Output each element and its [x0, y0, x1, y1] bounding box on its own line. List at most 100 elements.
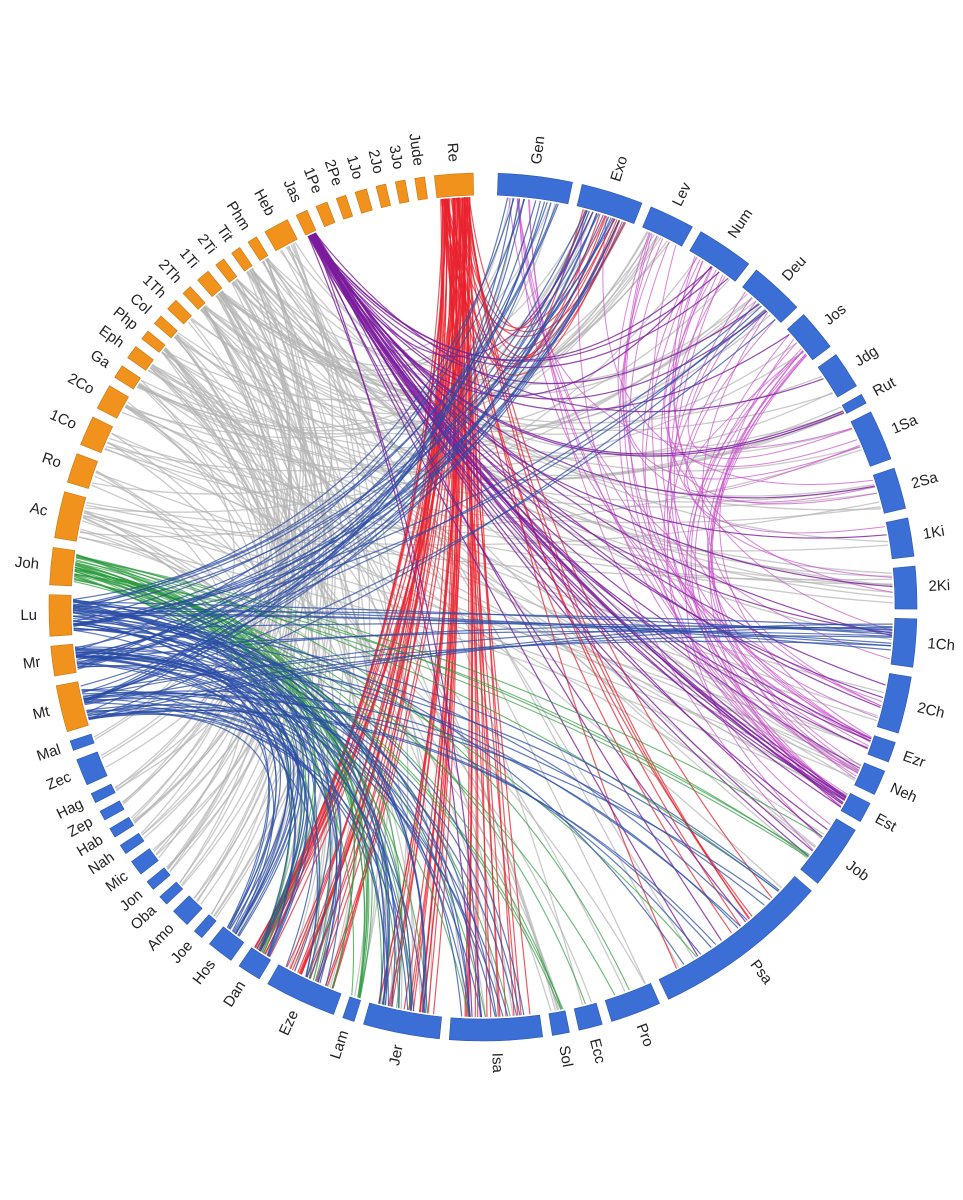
chord	[462, 197, 472, 1017]
chord	[75, 653, 412, 1011]
book-arc	[264, 219, 298, 252]
book-label: Re	[444, 142, 462, 162]
chord	[309, 235, 886, 686]
book-label: Eze	[276, 1008, 302, 1039]
chord	[73, 212, 598, 627]
chord	[73, 615, 891, 651]
chord	[73, 623, 401, 1009]
book-label: 1Sa	[889, 411, 921, 437]
chord	[94, 475, 646, 984]
chord	[73, 201, 546, 626]
book-arc	[66, 453, 98, 489]
book-arc	[90, 783, 116, 803]
chord	[86, 200, 537, 714]
chord	[76, 211, 594, 665]
chord	[686, 319, 886, 534]
chord	[72, 606, 331, 972]
book-label: Est	[872, 810, 900, 836]
chord	[307, 235, 760, 385]
book-label: Jas	[280, 177, 305, 205]
chord	[236, 278, 882, 511]
chord	[291, 198, 446, 971]
book-label: Joh	[14, 554, 40, 573]
chord	[210, 258, 325, 915]
chord	[326, 197, 466, 987]
chord	[517, 198, 871, 742]
book-arc	[573, 1002, 603, 1031]
book-label: 1Co	[47, 406, 79, 433]
chord	[72, 197, 509, 601]
chord	[684, 342, 822, 839]
chord	[313, 232, 881, 708]
chord	[72, 612, 389, 1005]
chord	[311, 234, 813, 852]
chord	[73, 612, 892, 644]
book-arc	[548, 1010, 570, 1036]
chord	[673, 260, 893, 593]
chord	[74, 569, 809, 858]
book-arc	[215, 258, 238, 283]
chord	[710, 350, 862, 767]
book-arc	[335, 194, 354, 220]
book-label: Jude	[405, 132, 427, 167]
chord	[197, 258, 317, 902]
chord	[111, 432, 327, 972]
chord	[73, 627, 741, 927]
chord	[72, 608, 415, 1012]
chord	[104, 447, 862, 766]
chord	[84, 213, 600, 705]
chord	[683, 350, 860, 493]
chord	[216, 294, 387, 1004]
chord	[266, 258, 762, 385]
book-arcs	[48, 172, 918, 1042]
chord	[88, 626, 893, 720]
book-arc	[854, 762, 886, 795]
book-label: Jdg	[852, 343, 882, 370]
book-label: Mr	[22, 654, 41, 673]
chord	[81, 640, 892, 693]
chord	[137, 384, 894, 604]
book-arc	[295, 209, 317, 236]
book-label: Sol	[555, 1044, 576, 1068]
book-label: 1Ch	[927, 635, 956, 654]
book-label: Mal	[35, 741, 63, 765]
book-arc	[497, 172, 573, 205]
chord	[707, 355, 858, 774]
chord	[72, 601, 425, 1013]
book-label: 1Ti	[176, 245, 202, 271]
book-arc	[817, 354, 857, 398]
chord	[213, 268, 334, 917]
chord	[83, 214, 604, 701]
book-arc	[119, 832, 145, 854]
chord	[200, 269, 327, 905]
chord	[75, 654, 504, 1017]
book-arc	[885, 517, 915, 560]
book-arc	[872, 467, 906, 514]
book-label: Zec	[44, 768, 74, 793]
book-arc	[890, 618, 918, 668]
book-arc	[159, 881, 184, 905]
chord	[87, 712, 275, 935]
book-label: Heb	[250, 186, 278, 218]
book-arc	[167, 299, 192, 325]
chord	[104, 448, 889, 552]
book-label: 2Ch	[916, 699, 947, 722]
chord	[377, 197, 462, 1004]
book-arc	[434, 172, 474, 198]
book-arc	[193, 914, 217, 939]
book-arc	[247, 236, 269, 262]
chord	[73, 622, 893, 633]
chord	[77, 665, 521, 1016]
chord	[313, 233, 845, 457]
chord	[687, 297, 853, 459]
chord	[73, 610, 893, 628]
chord	[672, 255, 893, 632]
book-arc	[448, 1014, 544, 1042]
book-label: Ga	[87, 347, 114, 372]
book-label: Gen	[528, 135, 548, 165]
book-label: Lam	[327, 1028, 352, 1061]
book-label: Lev	[669, 179, 695, 209]
chord	[670, 271, 846, 800]
